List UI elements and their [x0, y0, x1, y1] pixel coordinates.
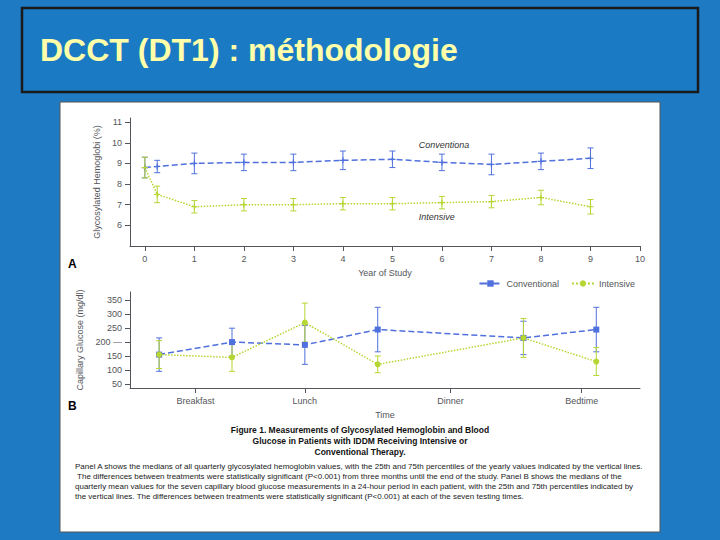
svg-text:2: 2	[241, 254, 246, 264]
svg-text:Intensive: Intensive	[419, 212, 455, 222]
svg-text:9: 9	[588, 254, 593, 264]
svg-text:11: 11	[113, 117, 122, 127]
svg-text:50: 50	[112, 379, 122, 389]
svg-text:Lunch: Lunch	[293, 396, 318, 406]
svg-text:8: 8	[538, 254, 543, 264]
svg-text:6: 6	[117, 220, 122, 230]
svg-text:Bedtime: Bedtime	[565, 396, 598, 406]
svg-text:100: 100	[107, 365, 122, 375]
svg-text:4: 4	[340, 254, 345, 264]
svg-text:the vertical lines. The differ: the vertical lines. The differences betw…	[75, 492, 524, 501]
svg-text:5: 5	[390, 254, 395, 264]
svg-text:3: 3	[291, 254, 296, 264]
svg-text:Time: Time	[375, 410, 395, 420]
svg-text:Dinner: Dinner	[437, 396, 464, 406]
svg-text:6: 6	[439, 254, 444, 264]
svg-text:Glucose in Patients with IDDM: Glucose in Patients with IDDM Receiving …	[253, 436, 469, 446]
svg-text:Conventional: Conventional	[506, 279, 559, 289]
svg-text:150: 150	[107, 351, 122, 361]
svg-text:Intensive: Intensive	[599, 279, 635, 289]
svg-text:7: 7	[489, 254, 494, 264]
svg-text:9: 9	[117, 158, 122, 168]
svg-text:0: 0	[142, 254, 147, 264]
svg-text:8: 8	[117, 179, 122, 189]
svg-text:Glycosylated Hemoglobi (%): Glycosylated Hemoglobi (%)	[92, 125, 102, 239]
svg-text:200 —: 200 —	[95, 337, 122, 347]
svg-text:10: 10	[112, 138, 122, 148]
svg-text:7: 7	[117, 200, 122, 210]
svg-text:1: 1	[192, 254, 197, 264]
svg-text:Year of Study: Year of Study	[358, 268, 412, 278]
svg-text:Conventional Therapy.: Conventional Therapy.	[315, 447, 406, 457]
svg-text:350: 350	[107, 295, 122, 305]
svg-text:250: 250	[107, 323, 122, 333]
svg-text:10: 10	[635, 254, 645, 264]
svg-text:Conventiona: Conventiona	[419, 140, 470, 150]
svg-text:quarterly mean values for the: quarterly mean values for the seven capi…	[75, 482, 635, 491]
svg-text:Panel A shows the medians of a: Panel A shows the medians of all quarter…	[75, 462, 642, 471]
svg-text:B: B	[68, 399, 77, 413]
svg-text:Capillary Glucose (mg/dl): Capillary Glucose (mg/dl)	[75, 289, 85, 390]
svg-text:300: 300	[107, 309, 122, 319]
svg-text:Breakfast: Breakfast	[177, 396, 216, 406]
svg-text:The differences between treatm: The differences between treatments were …	[75, 472, 624, 481]
svg-text:DCCT (DT1) : méthodologie: DCCT (DT1) : méthodologie	[40, 32, 458, 68]
svg-text:Figure 1. Measurements of Glyc: Figure 1. Measurements of Glycosylated H…	[231, 425, 489, 435]
svg-text:A: A	[68, 257, 77, 271]
